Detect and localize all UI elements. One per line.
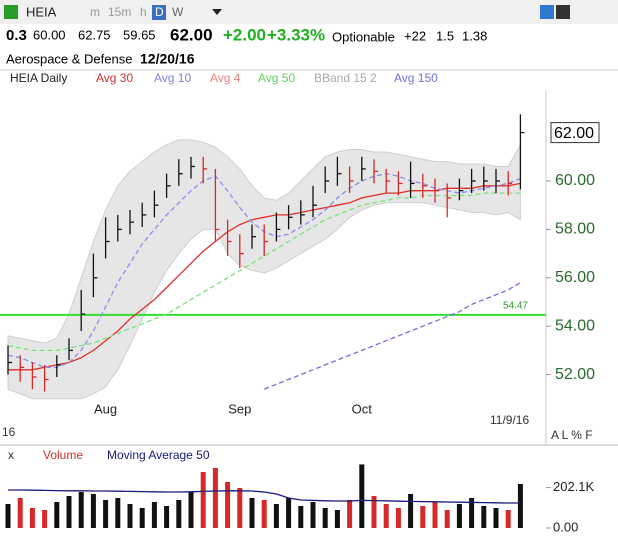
y-tick-label: 202.1K xyxy=(553,479,595,494)
volume-bar xyxy=(42,510,48,528)
volume-bar xyxy=(237,488,243,528)
quote-prechange: 0.3 xyxy=(6,27,27,44)
volume-bar xyxy=(249,498,255,528)
volume-bar xyxy=(78,492,84,528)
metric: 1.38 xyxy=(462,28,487,43)
volume-bar xyxy=(408,494,414,528)
legend-item: Avg 4 xyxy=(210,71,241,85)
legend-item: Avg 10 xyxy=(154,71,191,85)
volume-bar xyxy=(481,506,487,528)
x-tick-label: Oct xyxy=(352,401,373,416)
quote-last: 62.00 xyxy=(170,25,213,44)
legend-item: Avg 150 xyxy=(394,71,438,85)
quote-open: 60.00 xyxy=(33,27,66,42)
quote-change-pct: +3.33% xyxy=(267,25,325,44)
quote-high: 62.75 xyxy=(78,27,111,42)
sector: Aerospace & Defense xyxy=(6,51,132,66)
y-tick-label: 52.00 xyxy=(555,366,595,383)
moving-average xyxy=(263,282,521,390)
volume-bar xyxy=(395,508,401,528)
volume-bar xyxy=(432,502,438,528)
legend-item: Avg 30 xyxy=(96,71,133,85)
volume-bar xyxy=(188,492,194,528)
volume-average xyxy=(8,489,521,504)
volume-bar xyxy=(54,502,60,528)
y-tick-label: 56.00 xyxy=(555,269,595,286)
interval-active xyxy=(152,5,166,20)
volume-bar xyxy=(200,472,206,528)
legend-item: Avg 50 xyxy=(258,71,295,85)
volume-bar xyxy=(420,506,426,528)
volume-bar xyxy=(383,504,389,528)
y-tick-label: 0.00 xyxy=(553,519,578,534)
y-tick-label: 60.00 xyxy=(555,172,595,189)
optionable: Optionable xyxy=(332,29,395,44)
volume-bar xyxy=(5,504,11,528)
volume-bar xyxy=(261,500,267,528)
last-date: 11/9/16 xyxy=(490,413,529,427)
volume-bar xyxy=(212,468,218,528)
volume-bar xyxy=(151,502,157,528)
legend-item: BBand 15 2 xyxy=(314,71,377,85)
volume-bar xyxy=(493,508,499,528)
volume-bar xyxy=(17,498,23,528)
volume-bar xyxy=(115,498,121,528)
left-date: 16 xyxy=(2,425,16,439)
last-price-box xyxy=(550,122,600,144)
icon[interactable] xyxy=(556,5,570,19)
metric: 1.5 xyxy=(436,28,454,43)
y-tick-label: 58.00 xyxy=(555,221,595,238)
volume-bar xyxy=(310,502,316,528)
add-button[interactable] xyxy=(4,5,18,19)
quote-change: +2.00 xyxy=(223,25,266,44)
interval[interactable]: 15m xyxy=(108,5,131,19)
toolbar xyxy=(0,0,618,24)
volume-bar xyxy=(347,500,353,528)
volume-bar xyxy=(334,510,340,528)
interval[interactable]: D xyxy=(155,5,164,19)
volume-bar xyxy=(517,484,523,528)
volume-bar xyxy=(456,504,462,528)
volume-bar xyxy=(176,500,182,528)
volume-bar xyxy=(444,510,450,528)
x-tick-label: Aug xyxy=(94,401,117,416)
legend-item: Volume xyxy=(43,448,83,462)
volume-bar xyxy=(298,506,304,528)
volume-bar xyxy=(90,494,96,528)
interval[interactable]: m xyxy=(90,5,100,19)
symbol[interactable]: HEIA xyxy=(26,4,57,19)
x-tick-label: Sep xyxy=(228,401,251,416)
volume-bar xyxy=(225,482,231,528)
interval[interactable]: W xyxy=(172,5,184,19)
rank: +22 xyxy=(404,28,426,43)
volume-bar xyxy=(66,496,72,528)
flags[interactable]: A L % F xyxy=(551,428,593,442)
price-level-label: 54.47 xyxy=(503,300,528,311)
legend-item: HEIA Daily xyxy=(10,71,67,85)
volume-bar xyxy=(273,504,279,528)
bband-area xyxy=(7,139,521,400)
volume-bar xyxy=(164,506,170,528)
volume-bar xyxy=(469,498,475,528)
volume-bar xyxy=(322,508,328,528)
last-price-label: 62.00 xyxy=(554,125,594,142)
volume-bar xyxy=(371,496,377,528)
volume-bar xyxy=(286,498,292,528)
close-panel[interactable]: x xyxy=(8,448,14,462)
volume-bar xyxy=(29,508,35,528)
legend-item: Moving Average 50 xyxy=(107,448,210,462)
volume-bar xyxy=(505,510,511,528)
volume-bar xyxy=(359,464,365,528)
volume-bar xyxy=(127,504,133,528)
interval[interactable]: h xyxy=(140,5,147,19)
y-tick-label: 54.00 xyxy=(555,317,595,334)
icon[interactable] xyxy=(540,5,554,19)
volume-bar xyxy=(139,508,145,528)
dropdown[interactable] xyxy=(212,9,222,15)
date: 12/20/16 xyxy=(140,51,195,67)
quote-low: 59.65 xyxy=(123,27,156,42)
volume-bar xyxy=(103,500,109,528)
